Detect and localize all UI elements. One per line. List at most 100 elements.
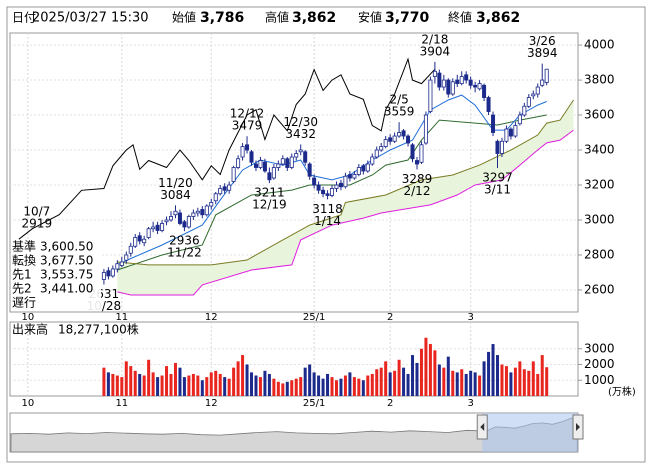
candle-body — [347, 174, 352, 179]
annotation-date: 2/5 — [389, 93, 408, 107]
legend-value: 3,553.75 — [40, 268, 93, 282]
volume-bar — [428, 344, 432, 396]
x-tick-label: 10 — [22, 398, 35, 409]
y-tick-label: 3200 — [584, 178, 615, 192]
candle-body — [285, 158, 290, 168]
volume-bar — [106, 372, 110, 396]
volume-bar — [299, 377, 303, 396]
x-tick-label: 25/1 — [303, 398, 325, 409]
volume-bar — [218, 373, 222, 396]
candle-body — [142, 238, 147, 244]
volume-bar — [495, 355, 499, 396]
candle-body — [432, 70, 437, 77]
x-tick-label: 10 — [22, 312, 35, 323]
volume-bar — [169, 373, 173, 396]
candle-body — [486, 97, 491, 112]
annotation-value: 3084 — [160, 188, 191, 202]
candle-body — [526, 97, 531, 107]
candle-body — [182, 221, 187, 228]
y-tick-label: 3000 — [584, 341, 615, 355]
header-label: 終値 — [448, 10, 472, 25]
y-tick-label: 2000 — [584, 357, 615, 371]
candle-body — [119, 261, 124, 266]
volume-bar — [285, 381, 289, 396]
y-tick-label: 3000 — [584, 212, 615, 226]
volume-bar — [151, 372, 155, 396]
volume-bar — [245, 364, 249, 396]
candle-body — [540, 79, 545, 86]
candle-body — [195, 210, 200, 214]
candle-body — [504, 128, 509, 142]
candle-body — [231, 167, 236, 182]
volume-bar — [343, 375, 347, 396]
candle-body — [218, 188, 223, 195]
candle-body — [477, 83, 482, 90]
candle-body — [459, 76, 464, 84]
volume-bar — [478, 375, 482, 396]
volume-bar — [133, 370, 137, 396]
candle-body — [155, 224, 160, 231]
candle-body — [392, 135, 397, 142]
volume-bar — [513, 367, 517, 396]
candle-body — [262, 161, 267, 172]
indicator-line — [117, 129, 574, 296]
legend-label: 転換 — [12, 254, 36, 268]
y-tick-label: 3600 — [584, 108, 615, 122]
annotation-date: 11/20 — [158, 176, 193, 190]
volume-bar — [276, 381, 280, 396]
volume-bar — [375, 369, 379, 396]
candle-body — [128, 245, 133, 254]
legend-label: 先1 — [12, 268, 32, 282]
candle-body — [334, 184, 339, 189]
volume-bar — [303, 367, 307, 396]
volume-bar — [437, 364, 441, 396]
legend-value: 3,677.50 — [40, 254, 93, 268]
volume-bar — [334, 380, 338, 396]
volume-bar — [147, 359, 151, 396]
volume-bar — [205, 377, 209, 396]
candle-body — [356, 167, 361, 175]
volume-bar — [406, 373, 410, 396]
volume-bar — [312, 372, 316, 396]
volume-bar — [487, 351, 491, 396]
x-tick-label: 2 — [387, 398, 393, 409]
volume-bar — [111, 373, 115, 396]
x-tick-label: 25/1 — [303, 312, 325, 323]
candle-body — [280, 158, 285, 165]
volume-bar — [308, 364, 312, 396]
candle-body — [361, 165, 366, 172]
annotation-value: 3904 — [420, 44, 451, 58]
candle-body — [249, 151, 254, 163]
annotation-value: 2919 — [22, 217, 53, 231]
candle-body — [513, 125, 518, 137]
x-tick-label: 11 — [115, 398, 128, 409]
candle-body — [338, 182, 343, 188]
volume-bar — [138, 373, 142, 396]
indicator-line — [117, 99, 574, 266]
volume-bar — [267, 373, 271, 396]
candle-body — [450, 81, 455, 95]
annotation-date: 3/11 — [484, 183, 511, 197]
candle-body — [446, 79, 451, 95]
volume-bar — [446, 356, 450, 396]
legend-value: 3,600.50 — [40, 240, 93, 254]
volume-bar — [223, 377, 227, 396]
volume-bar — [196, 375, 200, 396]
candle-body — [374, 149, 379, 158]
volume-bar — [455, 372, 459, 396]
volume-bar — [272, 378, 276, 396]
volume-bar — [294, 378, 298, 396]
panel-subtitle: 18,277,100株 — [58, 322, 139, 337]
volume-bar — [187, 375, 191, 396]
volume-bar — [129, 366, 133, 396]
y-tick-label: 3800 — [584, 73, 615, 87]
y-tick-label: 1000 — [584, 373, 615, 387]
volume-bar — [424, 337, 428, 396]
candle-body — [410, 144, 415, 160]
candle-body — [124, 254, 129, 261]
volume-bar — [357, 378, 361, 396]
candle-body — [441, 79, 446, 88]
volume-bar — [330, 377, 334, 396]
header-label: 始値 — [172, 10, 196, 25]
